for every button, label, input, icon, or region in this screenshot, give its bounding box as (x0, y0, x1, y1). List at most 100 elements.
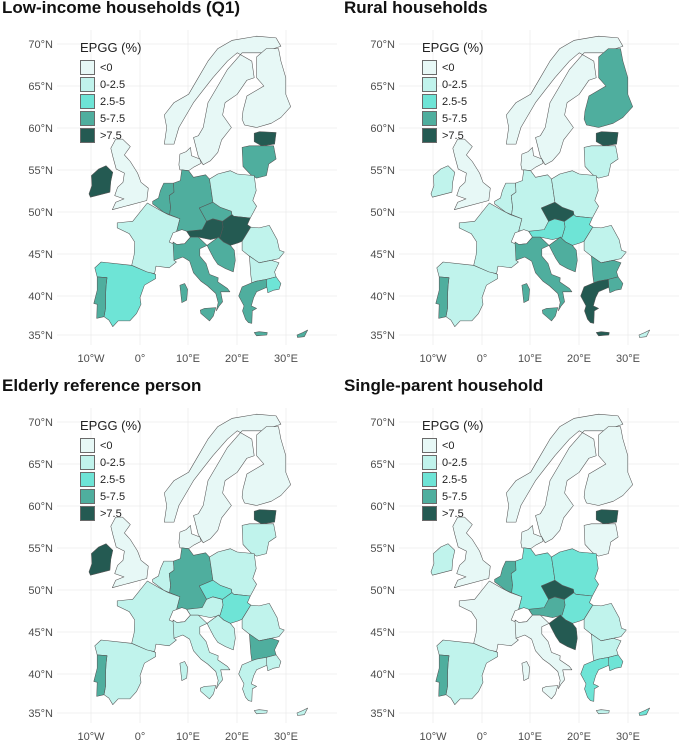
lat-tick-label: 45°N (370, 627, 395, 639)
map-panel: Single-parent household 35°N 40°N 45°N 50°N 5… (342, 376, 684, 750)
country-scandinavia (506, 35, 624, 166)
country-scandinavia (506, 413, 624, 544)
country-cyprus (638, 707, 650, 716)
country-poland (551, 548, 599, 597)
legend-label: 5-7.5 (100, 490, 126, 503)
country-ireland (88, 165, 114, 198)
legend-label: >7.5 (100, 507, 122, 520)
lat-tick-label: 50°N (28, 207, 53, 219)
map-panel: Low-income households (Q1) 35°N 40°N 45°N 50… (0, 0, 342, 372)
country-denmark (178, 147, 202, 171)
legend-label: 0-2.5 (100, 78, 126, 91)
legend-label: 0-2.5 (100, 456, 126, 469)
panel-title: Single-parent household (344, 376, 544, 395)
choropleth-map: 35°N 40°N 45°N 50°N 55°N 60°N 65°N 70°N 10°W 0° 10… (28, 408, 337, 743)
lat-tick-label: 55°N (370, 543, 395, 555)
country-scandinavia (164, 35, 282, 166)
legend-swatch (80, 128, 95, 143)
lon-tick-label: 10°W (77, 353, 105, 365)
country-denmark (520, 525, 544, 549)
country-baltics (583, 523, 619, 557)
country-romania (583, 603, 627, 642)
legend-item: 5-7.5 (80, 110, 141, 127)
country-finland (583, 48, 633, 128)
legend-label: <0 (100, 439, 113, 452)
legend-item: 2.5-5 (422, 93, 483, 110)
lat-tick-label: 50°N (370, 585, 395, 597)
country-denmark (520, 147, 544, 171)
country-sardinia (521, 283, 530, 303)
legend-swatch (80, 111, 95, 126)
lon-tick-label: 0° (477, 353, 488, 365)
country-cyprus (296, 707, 308, 716)
lat-tick-label: 40°N (28, 291, 53, 303)
legend-item: <0 (80, 59, 141, 76)
lat-tick-label: 40°N (370, 669, 395, 681)
lon-tick-label: 0° (477, 731, 488, 743)
legend-label: 2.5-5 (100, 473, 126, 486)
lon-tick-label: 0° (135, 353, 146, 365)
legend-item: 2.5-5 (80, 471, 141, 488)
country-romania (241, 603, 285, 642)
legend: EPGG (%) <0 0-2.5 2.5-5 5-7.5 >7.5 (80, 418, 141, 522)
legend-swatch (80, 489, 95, 504)
lon-tick-label: 10°W (77, 731, 105, 743)
legend-swatch (422, 438, 437, 453)
country-turkey (266, 654, 282, 671)
country-sardinia (179, 283, 188, 303)
country-sicily (542, 685, 559, 700)
legend-title: EPGG (%) (422, 418, 484, 433)
country-estonia (253, 509, 277, 525)
legend-item: >7.5 (80, 505, 141, 522)
lon-tick-label: 30°E (274, 353, 298, 365)
legend-item: 0-2.5 (422, 76, 483, 93)
legend-title: EPGG (%) (80, 40, 142, 55)
lat-tick-label: 60°N (28, 123, 53, 135)
legend-swatch (422, 506, 437, 521)
lat-tick-label: 60°N (370, 123, 395, 135)
country-crete (253, 709, 268, 715)
lat-tick-label: 60°N (28, 501, 53, 513)
country-balkans (206, 614, 236, 651)
legend-swatch (422, 111, 437, 126)
country-sardinia (521, 661, 530, 681)
legend-swatch (422, 472, 437, 487)
country-balkans (548, 614, 578, 651)
legend-label: 5-7.5 (100, 112, 126, 125)
legend-label: >7.5 (100, 129, 122, 142)
country-romania (241, 225, 285, 264)
lon-tick-label: 10°E (518, 731, 542, 743)
country-italy (172, 236, 231, 312)
country-finland (583, 426, 633, 506)
lon-tick-label: 30°E (274, 731, 298, 743)
legend-item: <0 (422, 59, 483, 76)
country-ireland (430, 543, 456, 576)
country-denmark (178, 525, 202, 549)
lon-tick-label: 20°E (567, 731, 591, 743)
country-crete (595, 331, 610, 337)
country-portugal (435, 654, 450, 697)
lat-tick-label: 50°N (28, 585, 53, 597)
country-finland (241, 426, 291, 506)
legend-label: >7.5 (442, 129, 464, 142)
legend-swatch (80, 472, 95, 487)
map-panel: Elderly reference person 35°N 40°N 45°N 50°N… (0, 376, 342, 750)
panel-title: Rural households (344, 0, 488, 17)
lat-tick-label: 45°N (28, 249, 53, 261)
legend-swatch (80, 506, 95, 521)
legend-item: <0 (422, 437, 483, 454)
lat-tick-label: 65°N (370, 459, 395, 471)
legend-swatch (80, 94, 95, 109)
legend-item: 5-7.5 (80, 488, 141, 505)
legend-label: 5-7.5 (442, 490, 468, 503)
country-greece (580, 279, 611, 324)
lat-tick-label: 35°N (370, 708, 395, 720)
country-baltics (583, 145, 619, 179)
legend-item: >7.5 (422, 127, 483, 144)
legend: EPGG (%) <0 0-2.5 2.5-5 5-7.5 >7.5 (80, 40, 141, 144)
lat-tick-label: 65°N (28, 459, 53, 471)
legend-label: <0 (442, 439, 455, 452)
lat-tick-label: 50°N (370, 207, 395, 219)
lat-tick-label: 70°N (28, 417, 53, 429)
legend-item: 0-2.5 (80, 454, 141, 471)
